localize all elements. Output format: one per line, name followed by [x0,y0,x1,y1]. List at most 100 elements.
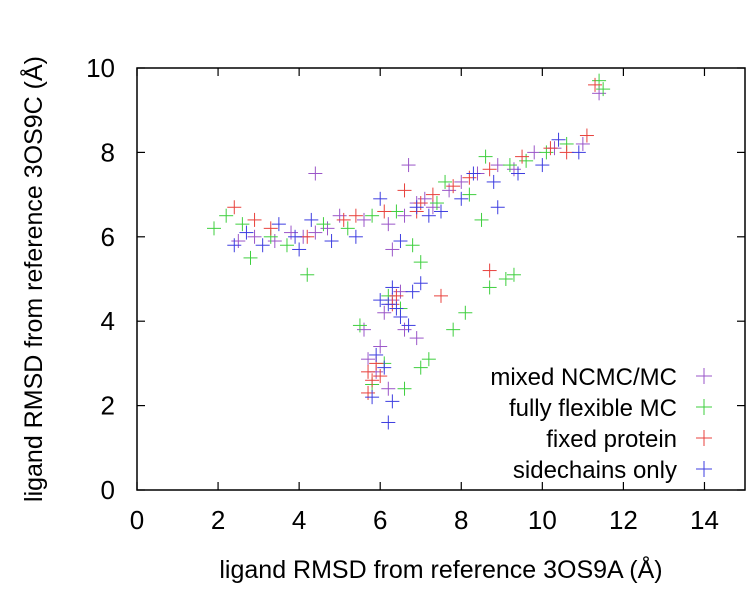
data-point-series-1 [361,352,376,367]
data-point-series-1 [490,158,505,173]
data-point-series-1 [308,225,323,240]
data-point-series-3 [361,385,376,400]
data-point-series-2 [365,208,380,223]
data-point-series-1 [381,217,396,232]
data-point-series-2 [421,352,436,367]
legend-label: fully flexible MC [509,395,677,422]
data-point-series-4 [227,238,242,253]
data-point-series-1 [401,158,416,173]
x-tick-label: 10 [528,505,557,535]
legend-label: sidechains only [513,457,677,484]
data-point-series-3 [300,229,315,244]
data-point-series-4 [393,309,408,324]
data-point-series-4 [385,394,400,409]
data-point-series-1 [267,234,282,249]
data-point-series-2 [413,360,428,375]
data-point-series-3 [413,196,428,211]
data-point-series-1 [377,305,392,320]
data-point-series-2 [506,267,521,282]
data-point-series-4 [551,132,566,147]
data-point-series-2 [539,145,554,160]
y-tick-label: 8 [101,137,115,167]
data-point-series-3 [462,170,477,185]
data-point-series-1 [373,339,388,354]
data-point-series-2 [397,381,412,396]
data-point-series-2 [498,272,513,286]
legend-marker [696,461,712,477]
data-point-series-3 [361,364,376,379]
x-tick-label: 12 [609,505,638,535]
data-point-series-2 [389,204,404,219]
data-point-series-4 [373,191,388,206]
data-point-series-2 [352,318,367,333]
data-point-series-3 [227,200,242,215]
data-point-series-1 [320,221,335,236]
data-point-series-3 [579,128,594,143]
legend-marker [696,368,712,384]
y-tick-label: 0 [101,475,115,505]
data-point-series-4 [365,390,380,405]
data-point-series-4 [413,276,428,291]
data-point-series-3 [446,179,461,194]
data-point-series-2 [482,280,497,295]
legend-label: fixed protein [546,426,677,453]
data-point-series-4 [381,415,396,430]
data-point-series-1 [397,208,412,223]
data-point-series-4 [535,158,550,173]
x-axis-label: ligand RMSD from reference 3OS9A (Å) [219,554,662,584]
data-point-series-4 [490,200,505,215]
data-point-series-2 [300,267,315,282]
data-point-series-2 [458,305,473,320]
data-point-series-4 [385,280,400,295]
data-point-series-3 [397,183,412,198]
data-point-series-1 [308,166,323,181]
data-point-series-4 [409,200,424,215]
data-point-series-4 [381,297,396,312]
data-point-series-1 [442,183,457,198]
data-point-series-1 [506,162,521,177]
data-point-series-1 [247,229,262,244]
data-point-series-2 [502,158,517,173]
data-point-series-4 [324,234,339,249]
plot-frame [136,67,746,491]
data-point-series-4 [389,301,404,316]
data-points [207,73,611,430]
data-point-series-2 [446,322,461,337]
data-point-series-3 [588,77,603,92]
data-point-series-3 [377,204,392,219]
data-point-series-2 [405,238,420,253]
data-point-series-4 [401,318,416,333]
data-point-series-2 [596,82,611,97]
data-point-series-1 [454,174,469,189]
data-point-series-3 [425,187,440,202]
data-point-series-2 [207,221,222,236]
data-point-series-4 [377,360,392,375]
data-point-series-2 [474,212,489,227]
data-point-series-2 [235,217,250,232]
data-point-series-2 [462,187,477,202]
data-point-series-1 [332,208,347,223]
data-point-series-3 [348,208,363,223]
data-point-series-2 [279,238,294,253]
data-point-series-1 [417,191,432,206]
data-point-series-3 [373,369,388,384]
data-point-series-2 [519,153,534,168]
data-point-series-4 [393,234,408,249]
data-point-series-1 [385,242,400,257]
data-point-series-1 [409,331,424,346]
data-point-series-3 [247,212,262,227]
data-point-series-1 [356,212,371,227]
data-point-series-1 [592,86,607,101]
data-point-series-3 [559,145,574,160]
data-point-series-3 [482,162,497,177]
legend: mixed NCMC/MC fully flexible MC fixed prot… [490,364,712,484]
data-point-series-4 [292,242,307,257]
data-point-series-1 [527,145,542,160]
data-point-series-4 [405,284,420,299]
x-tick-label: 14 [690,505,719,535]
data-point-series-2 [243,250,258,265]
data-point-series-3 [365,373,380,388]
data-point-series-2 [316,217,331,232]
data-point-series-1 [575,136,590,151]
data-point-series-1 [393,284,408,299]
